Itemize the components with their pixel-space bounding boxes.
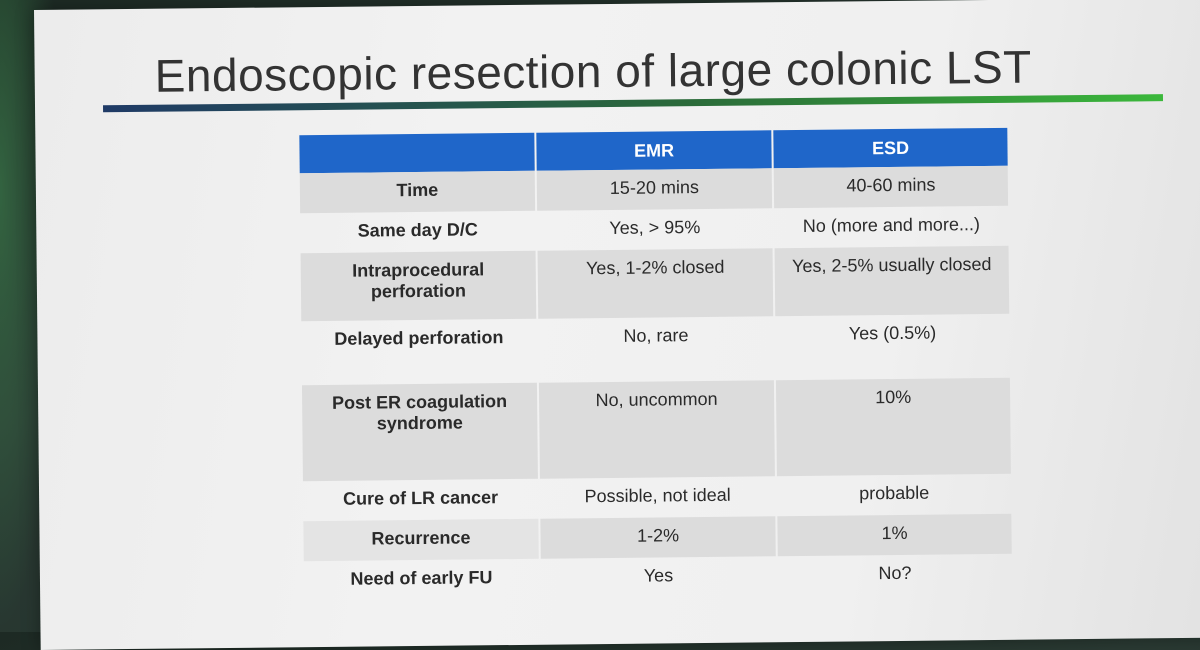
esd-cell: Yes, 2-5% usually closed [774,245,1010,317]
row-label: Delayed perforation [334,327,504,349]
emr-cell: No, uncommon [538,380,776,479]
row-label: Time [299,170,535,214]
emr-cell: Yes [643,565,674,586]
esd-cell: No? [878,562,912,584]
esd-cell: 10% [776,377,1011,477]
row-label: Same day D/C [357,219,478,241]
esd-cell: Yes (0.5%) [848,322,937,344]
emr-cell: Yes, > 95% [609,217,701,238]
row-label: Post ER coagulation syndrome [301,382,538,482]
row-label: Cure of LR cancer [342,487,499,509]
comparison-table: EMR ESD Time 15-20 mins 40-60 mins Same … [297,127,1014,601]
table-row-early-fu: Need of early FU Yes No? [304,554,1012,601]
slide-title: Endoscopic resection of large colonic LS… [154,40,1032,102]
emr-cell: Possible, not ideal [584,484,731,507]
table-row-post-er: Post ER coagulation syndrome No, uncommo… [301,377,1011,482]
header-blank [299,132,535,174]
header-emr: EMR [536,130,772,171]
row-label: Recurrence [303,518,539,562]
header-esd: ESD [773,127,1008,169]
emr-cell: 15-20 mins [536,168,773,211]
emr-cell: 1-2% [540,516,776,559]
esd-cell: No (more and more...) [802,214,980,236]
emr-cell: Yes, 1-2% closed [537,248,774,319]
esd-cell: 40-60 mins [773,165,1009,209]
presentation-slide: Endoscopic resection of large colonic LS… [34,0,1200,650]
esd-cell: probable [859,482,930,504]
row-label: Need of early FU [350,567,493,589]
table-row-intraprocedural: Intraprocedural perforation Yes, 1-2% cl… [300,245,1010,322]
emr-cell: No, rare [623,325,689,346]
esd-cell: 1% [777,513,1012,557]
row-label: Intraprocedural perforation [300,250,537,322]
